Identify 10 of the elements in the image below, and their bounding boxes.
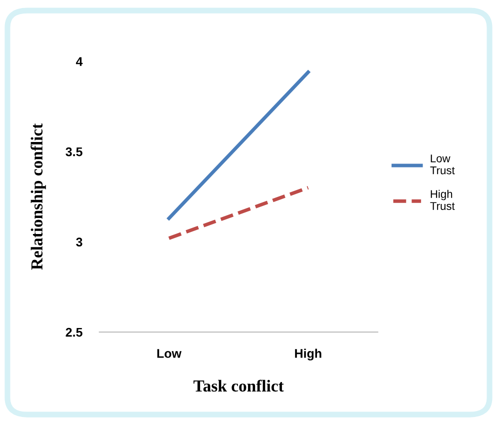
y-tick-label: 2.5 (66, 328, 82, 337)
y-tick-label: 3.5 (66, 147, 82, 156)
y-axis-title: Relationship conflict (30, 123, 46, 270)
x-axis-title: Task conflict (194, 380, 284, 392)
y-tick-label: 4 (76, 57, 83, 66)
legend-label: High Trust (430, 190, 455, 210)
x-tick-label: High (295, 348, 322, 360)
legend-label: Low Trust (430, 154, 455, 174)
x-tick-label: Low (157, 349, 182, 358)
y-tick-label: 3 (76, 238, 82, 246)
